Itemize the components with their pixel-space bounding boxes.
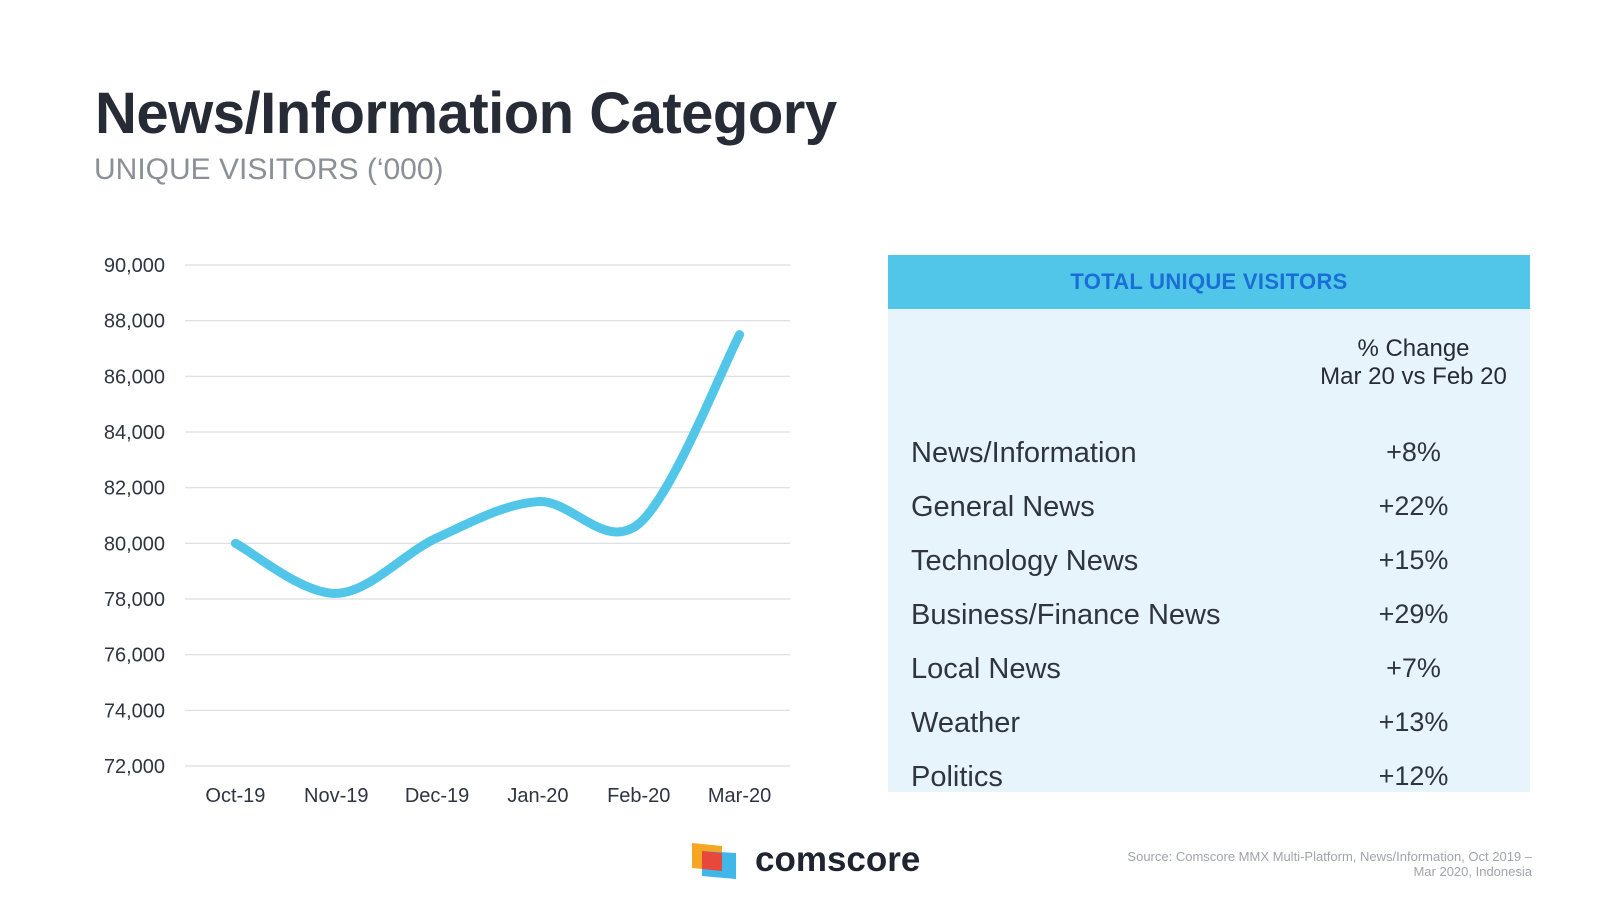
x-tick-label: Mar-20 bbox=[708, 785, 771, 807]
row-label: Local News bbox=[911, 653, 1061, 685]
row-value: +12% bbox=[1378, 761, 1449, 791]
x-tick-label: Jan-20 bbox=[507, 785, 568, 807]
y-tick-label: 76,000 bbox=[104, 645, 165, 667]
row-label: Business/Finance News bbox=[911, 599, 1221, 631]
row-label: Technology News bbox=[911, 545, 1139, 577]
percent-change-column-header: % Change Mar 20 vs Feb 20 bbox=[1296, 335, 1531, 391]
y-tick-label: 78,000 bbox=[104, 589, 165, 611]
row-label: News/Information bbox=[911, 437, 1137, 469]
x-tick-label: Nov-19 bbox=[304, 785, 368, 807]
source-line-2: Mar 2020, Indonesia bbox=[1413, 864, 1532, 879]
row-value: +22% bbox=[1378, 491, 1449, 521]
col-head-line1: % Change bbox=[1357, 335, 1470, 362]
x-tick-label: Oct-19 bbox=[205, 785, 265, 807]
y-tick-label: 84,000 bbox=[104, 422, 165, 444]
y-tick-label: 80,000 bbox=[104, 533, 165, 555]
total-unique-visitors-panel: TOTAL UNIQUE VISITORS % Change Mar 20 vs… bbox=[888, 255, 1531, 793]
row-value: +8% bbox=[1386, 437, 1441, 467]
comscore-logo-icon bbox=[692, 843, 736, 879]
row-label: Politics bbox=[911, 761, 1003, 793]
row-value: +7% bbox=[1386, 653, 1441, 683]
source-note: Source: Comscore MMX Multi-Platform, New… bbox=[1012, 849, 1532, 879]
col-head-line2: Mar 20 vs Feb 20 bbox=[1320, 363, 1507, 390]
table-row: Politics +12% bbox=[888, 761, 1530, 801]
row-value: +29% bbox=[1378, 599, 1449, 629]
table-row: Technology News +15% bbox=[888, 545, 1530, 585]
table-row: Business/Finance News +29% bbox=[888, 599, 1530, 639]
page-title: News/Information Category bbox=[95, 81, 837, 146]
source-line-1: Source: Comscore MMX Multi-Platform, New… bbox=[1127, 849, 1532, 864]
table-row: General News +22% bbox=[888, 491, 1530, 531]
series-line bbox=[230, 330, 745, 598]
x-tick-label: Dec-19 bbox=[405, 785, 469, 807]
row-label: General News bbox=[911, 491, 1095, 523]
brand-name: comscore bbox=[755, 840, 921, 879]
row-label: Weather bbox=[911, 707, 1021, 739]
y-tick-label: 88,000 bbox=[104, 311, 165, 333]
y-tick-label: 86,000 bbox=[104, 366, 165, 388]
table-row: News/Information +8% bbox=[888, 437, 1530, 477]
y-tick-label: 74,000 bbox=[104, 700, 165, 722]
row-value: +13% bbox=[1378, 707, 1449, 737]
line-chart: 72,000 74,000 76,000 78,000 80,000 82,000 84,0… bbox=[104, 255, 790, 807]
x-tick-label: Feb-20 bbox=[607, 785, 670, 807]
panel-header: TOTAL UNIQUE VISITORS bbox=[888, 255, 1530, 309]
y-tick-label: 90,000 bbox=[104, 255, 165, 277]
y-tick-label: 72,000 bbox=[104, 756, 165, 778]
row-value: +15% bbox=[1378, 545, 1449, 575]
table-row: Local News +7% bbox=[888, 653, 1530, 693]
y-tick-label: 82,000 bbox=[104, 478, 165, 500]
table-row: Weather +13% bbox=[888, 707, 1530, 747]
page-subtitle: UNIQUE VISITORS (‘000) bbox=[94, 153, 444, 186]
